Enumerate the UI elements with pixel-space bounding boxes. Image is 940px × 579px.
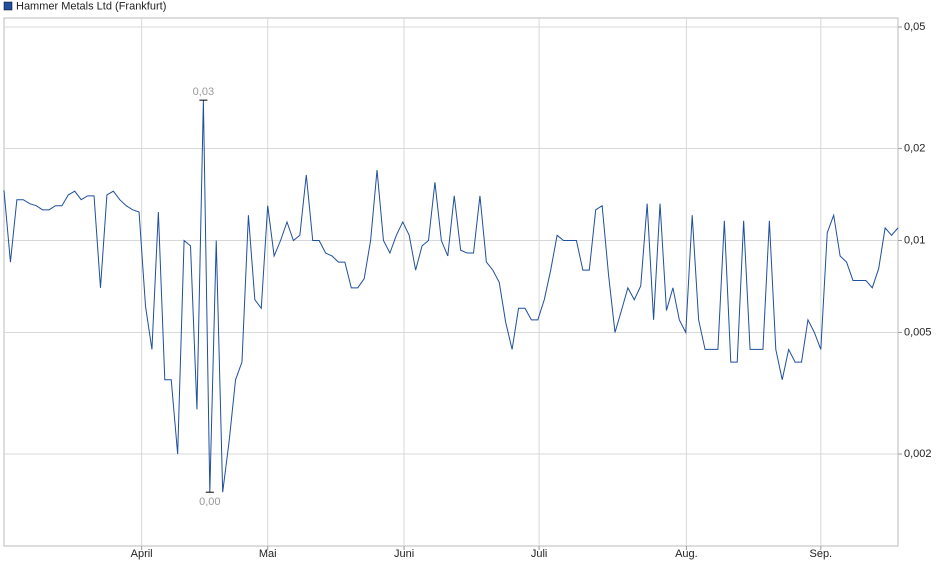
x-tick-label: Aug. [675, 548, 698, 560]
value-label: 0,03 [193, 86, 214, 98]
y-tick-label: 0,02 [904, 142, 925, 154]
x-tick-label: Juli [531, 548, 548, 560]
x-tick-label: April [131, 548, 153, 560]
y-tick-label: 0,01 [904, 234, 925, 246]
price-line [3, 100, 899, 493]
x-tick-label: Mai [259, 548, 277, 560]
x-tick-label: Sep. [809, 548, 832, 560]
x-tick-label: Juni [394, 548, 414, 560]
y-tick-label: 0,002 [904, 448, 932, 460]
value-label: 0,00 [199, 496, 220, 508]
plot-frame [3, 17, 899, 547]
y-tick-label: 0,05 [904, 21, 925, 33]
legend-swatch [3, 1, 13, 11]
legend-label: Hammer Metals Ltd (Frankfurt) [16, 0, 166, 12]
y-tick-label: 0,005 [904, 326, 932, 338]
